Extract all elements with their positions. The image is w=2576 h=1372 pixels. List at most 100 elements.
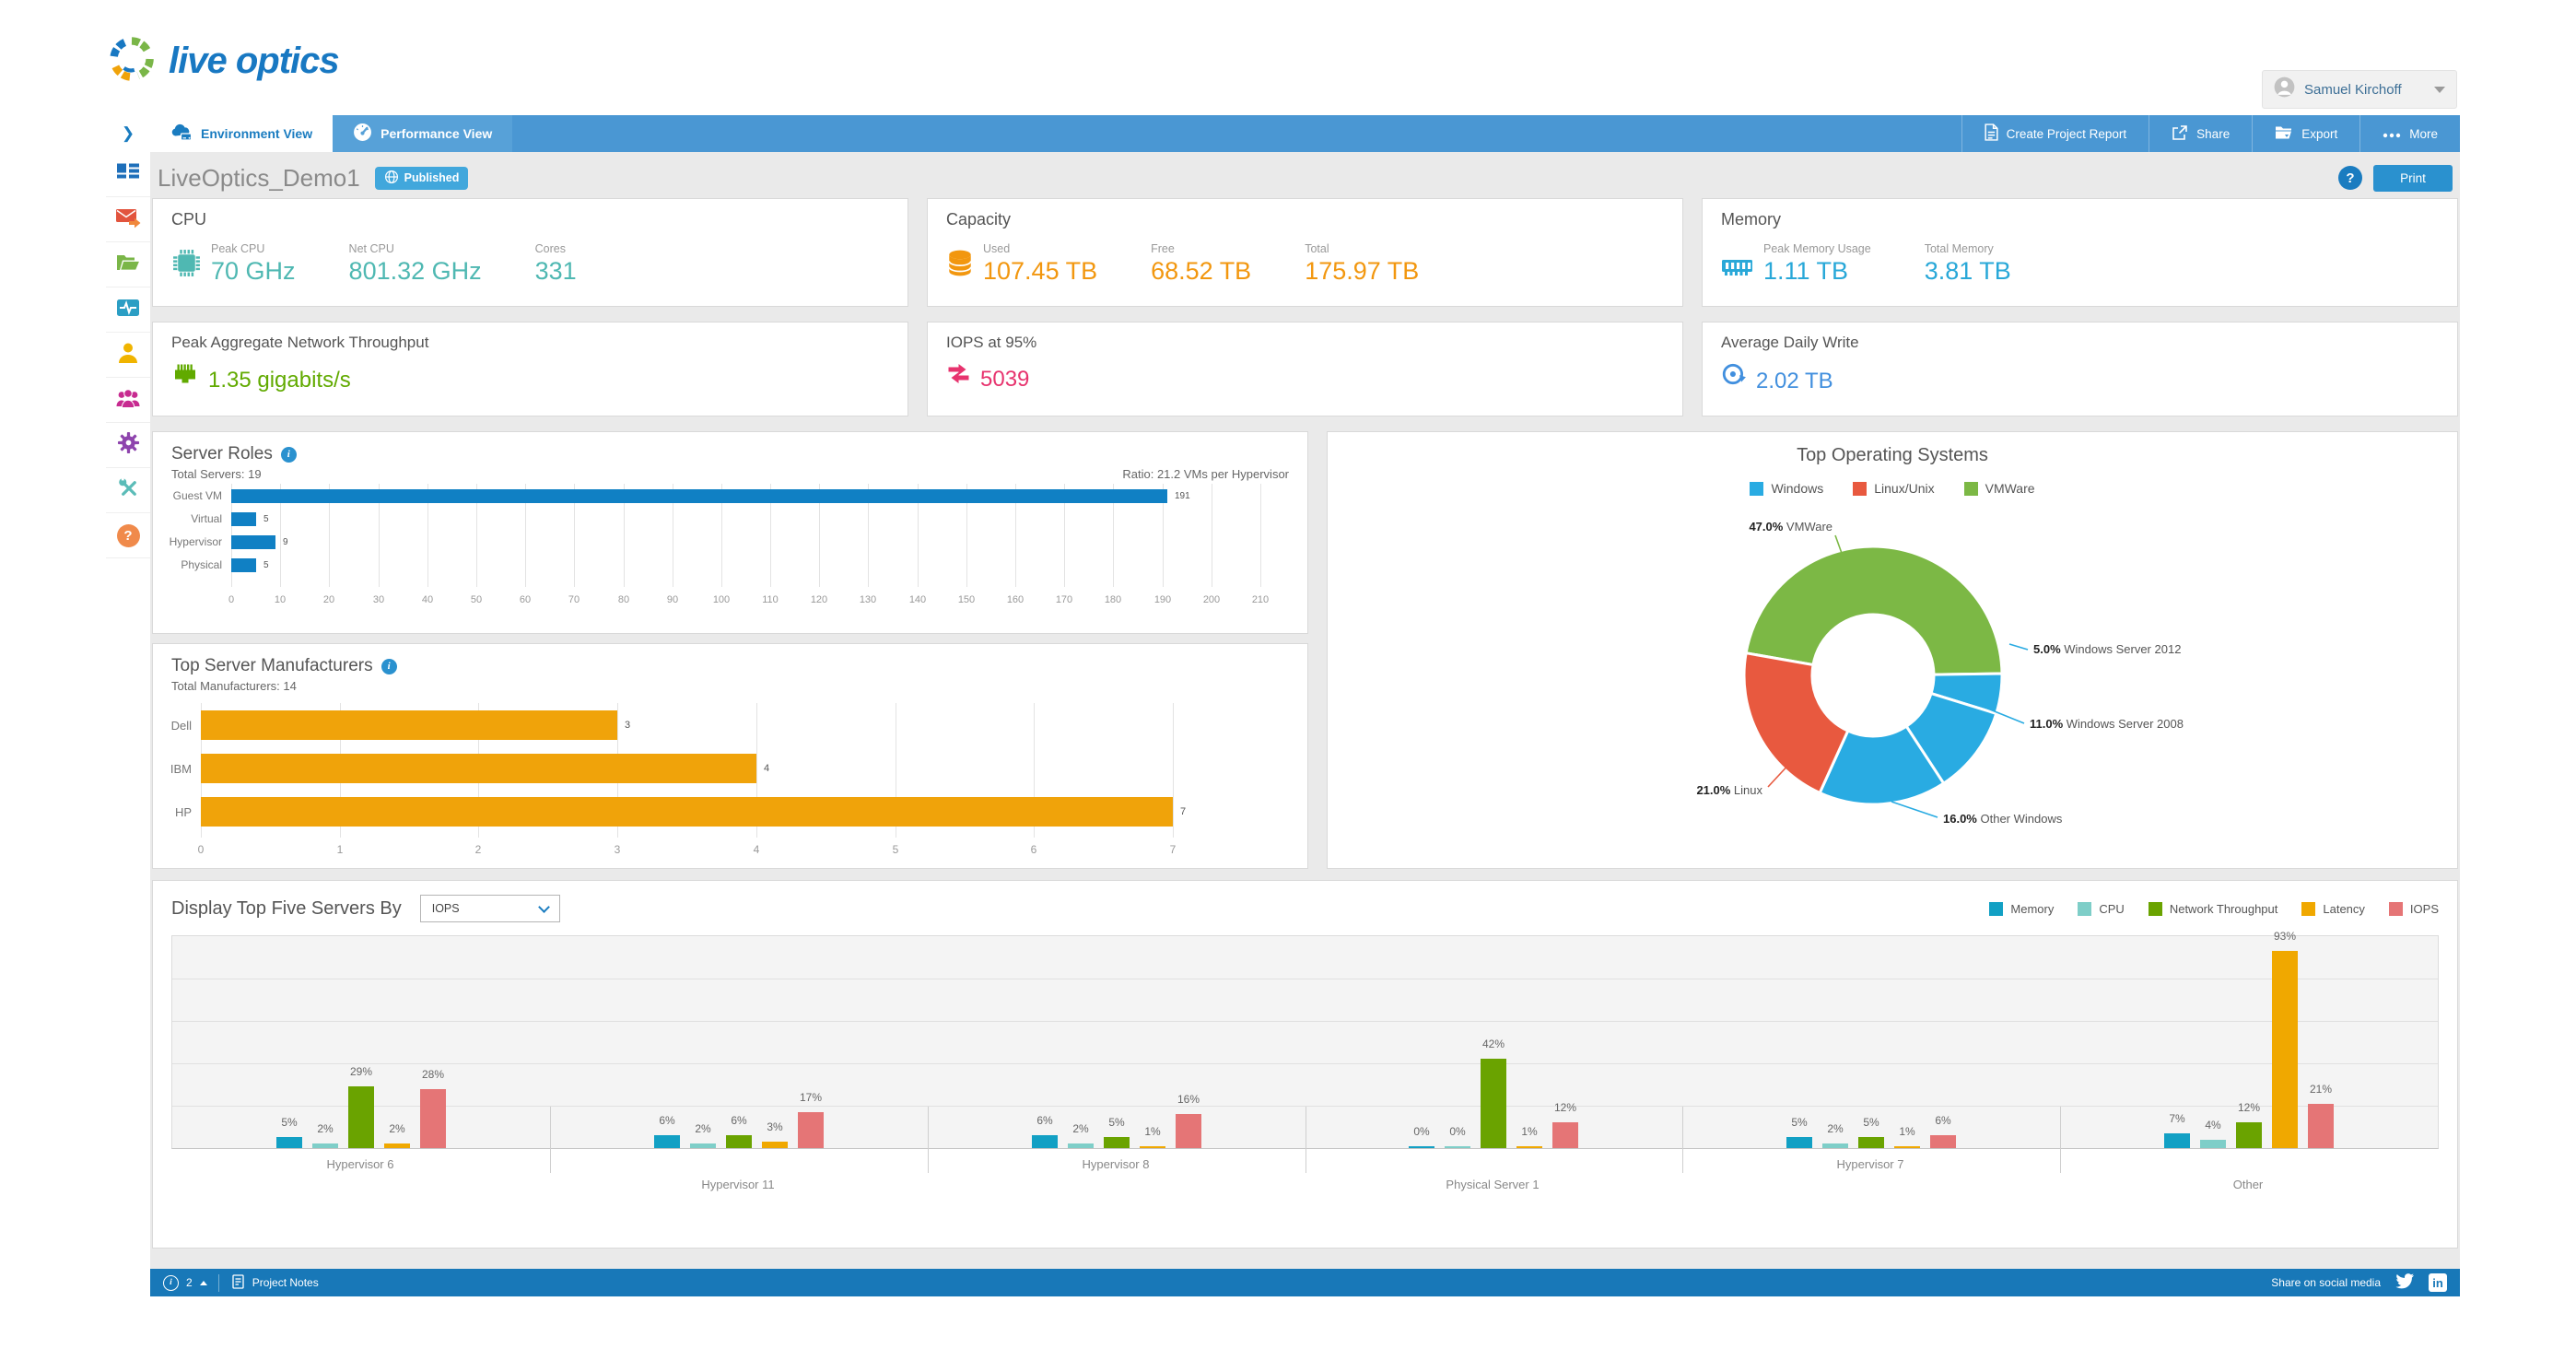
database-icon — [946, 249, 974, 283]
bar-hypervisor-8-iops[interactable] — [1176, 1114, 1201, 1148]
bar-physical-server-1-iops[interactable] — [1552, 1122, 1578, 1148]
bar-hypervisor-11-network-throughput[interactable] — [726, 1135, 752, 1148]
gridline — [770, 484, 771, 587]
bar-hypervisor-8-memory[interactable] — [1032, 1135, 1058, 1148]
x-tick-label: 210 — [1251, 594, 1270, 605]
sidebar-item-help[interactable]: ? — [106, 513, 150, 558]
x-tick-label: 2 — [474, 843, 482, 856]
export-button[interactable]: Export — [2252, 115, 2359, 152]
x-axis-label-physical-server-1: Physical Server 1 — [1446, 1178, 1540, 1191]
bar-hypervisor-7-memory[interactable] — [1786, 1137, 1812, 1148]
bar-hypervisor-7-cpu[interactable] — [1822, 1143, 1848, 1148]
sidebar-item-monitor[interactable] — [106, 287, 150, 333]
sidebar-collapse-button[interactable]: ❯ — [106, 115, 150, 152]
top-server-manufacturers-chart-card: Top Server Manufacturers i Total Manufac… — [152, 643, 1308, 869]
bar-hypervisor-6-network-throughput[interactable] — [348, 1086, 374, 1148]
bar-hypervisor-6-latency[interactable] — [384, 1143, 410, 1148]
bar-physical-server-1-latency[interactable] — [1516, 1146, 1542, 1148]
metric-network-throughput: 1.35 gigabits/s — [208, 368, 351, 393]
user-menu[interactable]: Samuel Kirchoff — [2262, 70, 2457, 109]
donut-slice-vmware[interactable] — [1744, 545, 2004, 676]
card-title: Capacity — [946, 210, 1012, 229]
tab-performance-view[interactable]: Performance View — [333, 115, 513, 152]
bar-hypervisor-11-latency[interactable] — [762, 1142, 788, 1148]
share-button[interactable]: Share — [2149, 115, 2252, 152]
linkedin-icon[interactable]: in — [2429, 1273, 2447, 1292]
bar-value-label: 1% — [1899, 1125, 1915, 1138]
sidebar-item-tools[interactable] — [106, 468, 150, 513]
bar-hypervisor-8-cpu[interactable] — [1068, 1143, 1094, 1148]
info-icon[interactable]: i — [381, 658, 397, 674]
twitter-icon[interactable] — [2395, 1273, 2414, 1292]
bar-other-cpu[interactable] — [2200, 1140, 2226, 1148]
bar-hypervisor-11-cpu[interactable] — [690, 1143, 716, 1148]
bar-physical-server-1-memory[interactable] — [1409, 1146, 1434, 1148]
monitor-pulse-icon — [116, 298, 140, 322]
top-five-metric-select[interactable]: IOPS — [419, 895, 560, 922]
bar-physical[interactable] — [231, 558, 256, 572]
bar-hypervisor-8-network-throughput[interactable] — [1104, 1137, 1130, 1148]
bar-hypervisor[interactable] — [231, 535, 275, 549]
tab-label: Performance View — [381, 126, 493, 141]
bar-other-latency[interactable] — [2272, 951, 2298, 1148]
chevron-down-icon — [2434, 86, 2445, 93]
sidebar-item-team[interactable] — [106, 378, 150, 423]
stat-cards-row-2: Peak Aggregate Network Throughput 1.35 g… — [152, 322, 2458, 416]
sidebar-item-user[interactable] — [106, 333, 150, 378]
bar-other-memory[interactable] — [2164, 1133, 2190, 1148]
legend-swatch — [1750, 481, 1764, 496]
more-button[interactable]: More — [2359, 115, 2460, 152]
donut-slice-linux[interactable] — [1742, 651, 1850, 795]
x-axis-label-hypervisor-8: Hypervisor 8 — [1082, 1157, 1150, 1171]
category-label-guest-vm: Guest VM — [172, 489, 222, 502]
bar-hypervisor-8-latency[interactable] — [1140, 1146, 1165, 1148]
bar-value-label: 29% — [349, 1065, 373, 1078]
bar-ibm[interactable] — [201, 754, 756, 783]
bar-hypervisor-6-memory[interactable] — [276, 1137, 302, 1148]
bar-value-label: 0% — [1449, 1125, 1466, 1138]
bar-dell[interactable] — [201, 710, 617, 740]
donut-slice-other-windows[interactable] — [1818, 724, 1946, 806]
slice-label-linux: 21.0% Linux — [1523, 782, 1762, 799]
x-axis-label-hypervisor-11: Hypervisor 11 — [701, 1178, 775, 1191]
print-button[interactable]: Print — [2373, 164, 2453, 192]
live-optics-logo[interactable]: live optics — [106, 33, 340, 89]
action-label: More — [2409, 126, 2438, 141]
bar-hp[interactable] — [201, 797, 1173, 827]
help-button[interactable]: ? — [2338, 166, 2362, 190]
bar-hypervisor-7-network-throughput[interactable] — [1858, 1137, 1884, 1148]
bar-hypervisor-7-latency[interactable] — [1894, 1146, 1920, 1148]
callout-line — [1767, 760, 1793, 788]
status-badge-label: Published — [404, 171, 460, 184]
project-notes-button[interactable]: Project Notes — [217, 1273, 319, 1292]
bar-other-network-throughput[interactable] — [2236, 1122, 2262, 1148]
sidebar-item-settings[interactable] — [106, 423, 150, 468]
bar-hypervisor-7-iops[interactable] — [1930, 1135, 1956, 1148]
bar-virtual[interactable] — [231, 512, 256, 526]
tab-environment-view[interactable]: Environment View — [150, 115, 334, 152]
bar-hypervisor-6-iops[interactable] — [420, 1089, 446, 1148]
slice-percent: 5.0% — [2033, 642, 2065, 656]
bar-guest-vm[interactable] — [231, 489, 1167, 503]
donut-labels: 47.0% VMWare 5.0% Windows Server 2012 11.0… — [1328, 432, 2457, 868]
sidebar-item-mail[interactable] — [106, 197, 150, 242]
legend-item-iops: IOPS — [2388, 901, 2439, 916]
display-top-five-label: Display Top Five Servers By — [171, 897, 402, 919]
sidebar-item-projects[interactable] — [106, 242, 150, 287]
x-tick-label: 20 — [322, 594, 335, 605]
bar-hypervisor-11-memory[interactable] — [654, 1135, 680, 1148]
sidebar-item-dashboard[interactable] — [106, 152, 150, 197]
bar-physical-server-1-network-throughput[interactable] — [1481, 1059, 1506, 1148]
gridline — [868, 484, 869, 587]
gridline — [280, 484, 281, 587]
bar-value-label: 12% — [2237, 1101, 2261, 1114]
info-icon[interactable]: i — [280, 446, 297, 463]
bar-physical-server-1-cpu[interactable] — [1445, 1146, 1470, 1148]
create-project-report-button[interactable]: Create Project Report — [1961, 115, 2149, 152]
network-throughput-card: Peak Aggregate Network Throughput 1.35 g… — [152, 322, 908, 416]
bar-other-iops[interactable] — [2308, 1104, 2334, 1148]
bar-value-label: 1% — [1144, 1125, 1161, 1138]
bar-hypervisor-11-iops[interactable] — [798, 1112, 824, 1148]
info-count-toggle[interactable]: i 2 — [163, 1274, 207, 1291]
bar-hypervisor-6-cpu[interactable] — [312, 1143, 338, 1148]
